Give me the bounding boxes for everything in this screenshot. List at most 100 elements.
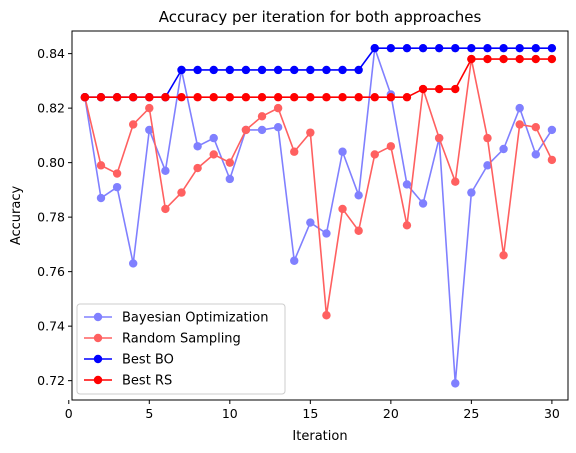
data-point — [145, 93, 154, 102]
data-point — [515, 43, 524, 53]
data-point — [354, 65, 363, 75]
data-point — [402, 180, 412, 189]
data-point — [483, 133, 492, 143]
x-axis-ticks: 0 5 10 15 20 25 30 — [65, 400, 560, 421]
x-tick-label: 20 — [383, 406, 399, 421]
data-point — [241, 65, 251, 75]
data-point — [354, 191, 363, 200]
data-point — [322, 311, 331, 320]
data-point — [161, 166, 170, 176]
data-point — [193, 163, 202, 173]
data-point — [451, 43, 460, 53]
data-point — [225, 65, 235, 75]
data-point — [483, 161, 492, 170]
legend-label: Random Sampling — [122, 332, 241, 347]
data-point — [193, 93, 202, 102]
series-2 — [80, 43, 557, 102]
series-3 — [80, 54, 557, 102]
data-point — [354, 226, 363, 235]
y-tick-label: 0.82 — [37, 101, 65, 116]
data-point — [128, 259, 138, 268]
data-point — [177, 93, 186, 102]
x-tick-label: 30 — [544, 406, 560, 421]
data-point — [322, 93, 331, 102]
x-tick-label: 0 — [65, 406, 73, 421]
data-point — [161, 204, 170, 214]
data-point — [338, 204, 347, 214]
data-point — [209, 150, 218, 159]
legend: Bayesian Optimization Random Sampling Best… — [76, 303, 286, 395]
data-point — [547, 54, 557, 64]
legend-marker — [93, 354, 103, 364]
data-point — [209, 65, 218, 75]
data-point — [370, 93, 379, 102]
data-point — [402, 221, 412, 230]
data-point — [402, 93, 412, 102]
legend-marker — [93, 333, 103, 343]
x-tick-label: 15 — [302, 406, 318, 421]
series-layer — [80, 43, 557, 388]
data-point — [96, 93, 106, 102]
data-point — [145, 103, 154, 113]
data-point — [257, 125, 267, 135]
data-point — [257, 65, 267, 75]
data-point — [112, 169, 122, 178]
data-point — [499, 54, 508, 64]
data-point — [306, 218, 315, 227]
data-point — [96, 193, 106, 203]
series-line — [84, 58, 553, 317]
data-point — [434, 84, 444, 94]
data-point — [241, 125, 251, 135]
data-point — [418, 199, 428, 208]
data-point — [467, 54, 476, 64]
data-point — [451, 379, 460, 388]
data-point — [467, 43, 476, 53]
data-point — [338, 93, 347, 102]
data-point — [531, 43, 540, 53]
data-point — [515, 54, 524, 64]
data-point — [531, 123, 540, 132]
data-point — [370, 150, 379, 159]
data-point — [483, 54, 492, 64]
data-point — [322, 65, 331, 75]
data-point — [499, 43, 508, 53]
chart-title: Accuracy per iteration for both approach… — [159, 8, 482, 26]
data-point — [354, 93, 363, 102]
data-point — [418, 43, 428, 53]
data-point — [209, 133, 218, 143]
data-point — [386, 93, 396, 102]
data-point — [338, 147, 347, 156]
data-point — [386, 142, 396, 151]
y-axis-label: Accuracy — [9, 186, 24, 246]
data-point — [128, 93, 138, 102]
data-point — [273, 103, 283, 113]
legend-label: Best BO — [122, 353, 174, 368]
y-tick-label: 0.72 — [37, 373, 65, 388]
data-point — [161, 93, 170, 102]
data-point — [451, 177, 460, 186]
data-point — [177, 65, 186, 75]
data-point — [209, 93, 218, 102]
x-axis-label: Iteration — [292, 429, 347, 444]
data-point — [386, 43, 396, 53]
data-point — [225, 158, 235, 167]
data-point — [225, 174, 235, 184]
data-point — [177, 188, 186, 197]
data-point — [290, 93, 299, 102]
data-point — [515, 120, 524, 129]
data-point — [241, 93, 251, 102]
data-point — [96, 161, 106, 170]
data-point — [547, 43, 557, 53]
data-point — [322, 229, 331, 238]
data-point — [499, 251, 508, 260]
data-point — [451, 84, 460, 94]
y-tick-label: 0.80 — [37, 155, 65, 170]
legend-marker — [93, 312, 103, 322]
data-point — [434, 43, 444, 53]
legend-label: Bayesian Optimization — [122, 311, 268, 326]
data-point — [531, 150, 540, 159]
legend-label: Best RS — [122, 374, 172, 389]
data-point — [418, 84, 428, 94]
y-tick-label: 0.78 — [37, 210, 65, 225]
data-point — [467, 188, 476, 197]
